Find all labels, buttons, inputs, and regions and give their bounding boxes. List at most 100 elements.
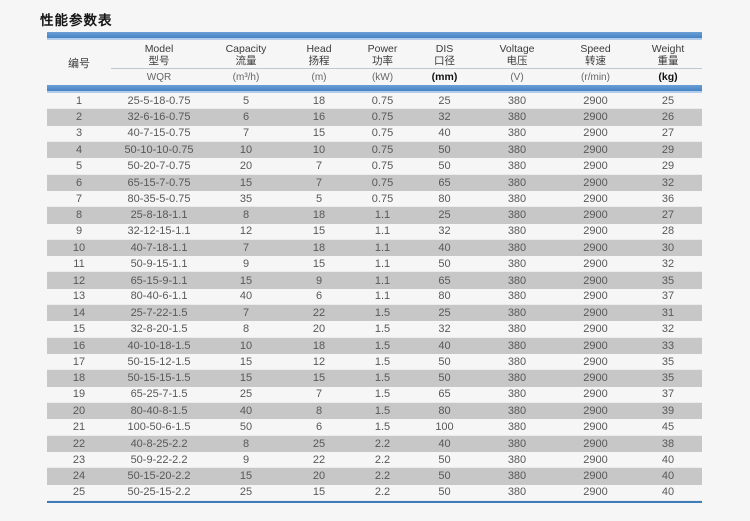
cell: 6 xyxy=(75,176,83,189)
header-units-row: WQR (m³/h) (m) (kW) (mm) (V) (r/min) (kg… xyxy=(47,69,702,85)
cell: 380 xyxy=(507,355,527,368)
cell: 2.2 xyxy=(374,486,391,499)
cell: 380 xyxy=(507,470,527,483)
cell: 2900 xyxy=(583,176,608,189)
cell: 18 xyxy=(312,339,326,352)
cell: 32 xyxy=(438,225,451,238)
cell: 15 xyxy=(239,372,253,385)
cell: 4 xyxy=(75,144,83,157)
cell: 20 xyxy=(72,405,86,418)
header-bottom-accent-bar xyxy=(47,85,702,93)
table-row: 25 50-25-15-2.2 25 15 2.2 50 380 2900 40 xyxy=(47,485,702,501)
cell: 32 xyxy=(438,323,451,336)
cell: 50 xyxy=(438,470,451,483)
cell: 1.1 xyxy=(374,274,391,287)
cell: 80-40-8-1.5 xyxy=(130,405,188,418)
cell: 1.5 xyxy=(374,420,391,433)
cell: 25 xyxy=(438,209,451,222)
cell: 380 xyxy=(507,290,527,303)
cell: 40-7-18-1.1 xyxy=(130,241,188,254)
column-header-capacity: Capacity 流量 xyxy=(225,43,267,67)
cell: 9 xyxy=(75,225,83,238)
table-row: 18 50-15-15-1.5 15 15 1.5 50 380 2900 35 xyxy=(47,370,702,387)
cell: 8 xyxy=(242,209,250,222)
cell: 0.75 xyxy=(371,144,394,157)
cell: 2.2 xyxy=(374,470,391,483)
cell: 32 xyxy=(438,111,451,124)
cell: 10 xyxy=(239,339,253,352)
cell: 15 xyxy=(239,355,253,368)
unit-model: WQR xyxy=(146,71,172,83)
cell: 2900 xyxy=(583,388,608,401)
cell: 7 xyxy=(242,307,250,320)
cell: 10 xyxy=(312,144,326,157)
cell: 27 xyxy=(661,127,675,140)
cell: 7 xyxy=(315,159,323,172)
cell: 2900 xyxy=(583,290,608,303)
cell: 2900 xyxy=(583,437,608,450)
cell: 29 xyxy=(661,144,675,157)
cell: 7 xyxy=(75,192,83,205)
table-row: 24 50-15-20-2.2 15 20 2.2 50 380 2900 40 xyxy=(47,468,702,485)
cell: 1.1 xyxy=(374,209,391,222)
cell: 18 xyxy=(72,372,86,385)
cell: 12 xyxy=(312,355,326,368)
cell: 40-10-18-1.5 xyxy=(127,339,191,352)
cell: 2900 xyxy=(583,241,608,254)
cell: 80-35-5-0.75 xyxy=(127,192,191,205)
cell: 29 xyxy=(661,159,675,172)
cell: 6 xyxy=(315,290,323,303)
cell: 380 xyxy=(507,159,527,172)
table-row: 23 50-9-22-2.2 9 22 2.2 50 380 2900 40 xyxy=(47,452,702,469)
table-row: 17 50-15-12-1.5 15 12 1.5 50 380 2900 35 xyxy=(47,354,702,371)
table-row: 1 25-5-18-0.75 5 18 0.75 25 380 2900 25 xyxy=(47,93,702,110)
cell: 2900 xyxy=(583,127,608,140)
cell: 12 xyxy=(239,225,253,238)
cell: 35 xyxy=(661,274,675,287)
top-accent-bar xyxy=(47,32,702,40)
cell: 20 xyxy=(239,159,253,172)
table-row: 2 32-6-16-0.75 6 16 0.75 32 380 2900 26 xyxy=(47,109,702,126)
cell: 0.75 xyxy=(371,127,394,140)
cell: 21 xyxy=(72,420,86,433)
cell: 380 xyxy=(507,257,527,270)
cell: 25 xyxy=(438,307,451,320)
cell: 22 xyxy=(312,453,326,466)
cell: 380 xyxy=(507,225,527,238)
cell: 18 xyxy=(312,209,326,222)
cell: 40 xyxy=(239,405,253,418)
cell: 40 xyxy=(438,339,451,352)
cell: 2900 xyxy=(583,209,608,222)
cell: 20 xyxy=(312,470,326,483)
header-names-row: Model 型号 Capacity 流量 Head 扬程 Power 功率 DI… xyxy=(47,40,702,68)
cell: 80-40-6-1.1 xyxy=(130,290,188,303)
cell: 40-8-25-2.2 xyxy=(130,437,188,450)
unit-weight: (kg) xyxy=(658,71,678,83)
cell: 25 xyxy=(661,94,675,107)
cell: 25 xyxy=(72,486,86,499)
cell: 380 xyxy=(507,437,527,450)
cell: 39 xyxy=(661,405,675,418)
table-row: 14 25-7-22-1.5 7 22 1.5 25 380 2900 31 xyxy=(47,305,702,322)
cell: 50 xyxy=(438,372,451,385)
cell: 2 xyxy=(75,111,83,124)
cell: 380 xyxy=(507,307,527,320)
cell: 80 xyxy=(438,405,451,418)
unit-power: (kW) xyxy=(371,71,394,83)
cell: 0.75 xyxy=(371,192,394,205)
cell: 32 xyxy=(661,323,675,336)
cell: 50 xyxy=(438,486,451,499)
cell: 35 xyxy=(661,355,675,368)
cell: 13 xyxy=(72,290,86,303)
cell: 380 xyxy=(507,241,527,254)
cell: 50-10-10-0.75 xyxy=(124,144,194,157)
cell: 15 xyxy=(312,486,326,499)
cell: 2900 xyxy=(583,144,608,157)
cell: 45 xyxy=(661,420,675,433)
cell: 27 xyxy=(661,209,675,222)
cell: 40 xyxy=(438,241,451,254)
cell: 40 xyxy=(438,127,451,140)
column-header-voltage: Voltage 电压 xyxy=(499,43,535,67)
cell: 22 xyxy=(72,437,86,450)
column-header-power: Power 功率 xyxy=(367,43,398,67)
